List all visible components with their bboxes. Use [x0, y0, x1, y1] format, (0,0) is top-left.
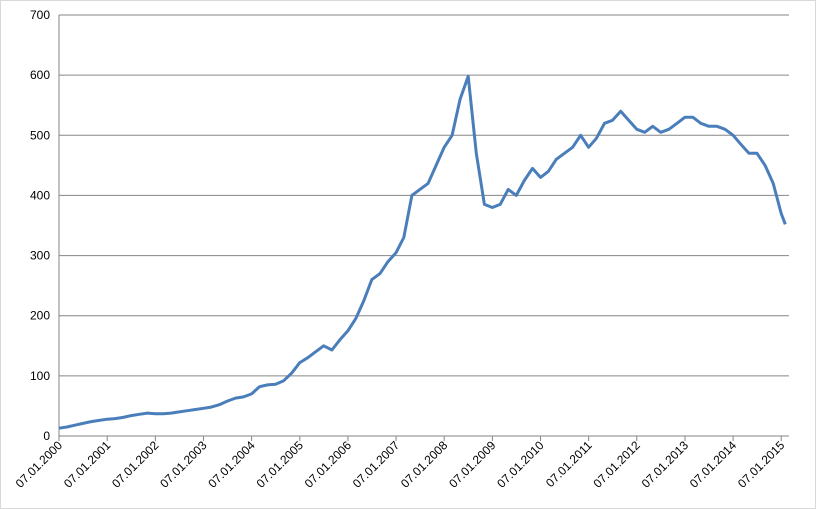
y-tick-label: 400 [30, 188, 50, 202]
y-tick-label: 500 [30, 128, 50, 142]
y-tick-label: 0 [43, 429, 50, 443]
data-line [58, 74, 787, 430]
y-tick-label: 300 [30, 249, 50, 263]
y-tick-label: 700 [30, 8, 50, 22]
y-tick-label: 100 [30, 369, 50, 383]
y-tick-label: 200 [30, 309, 50, 323]
y-tick-label: 600 [30, 68, 50, 82]
